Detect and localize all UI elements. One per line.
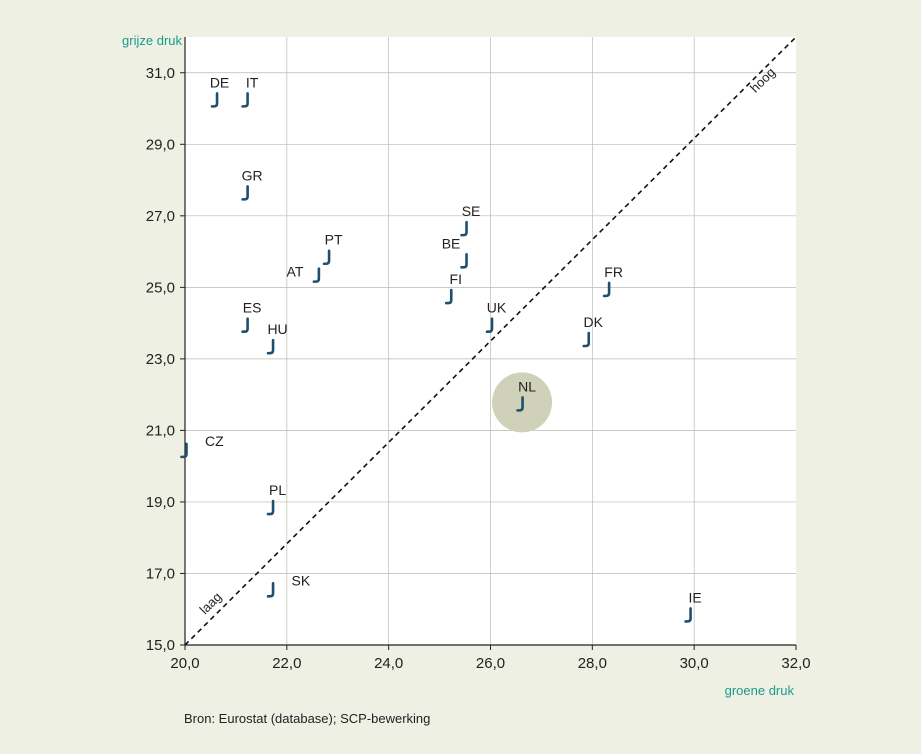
point-label-se: SE [462,203,481,219]
x-tick-label: 24,0 [374,655,403,672]
x-tick-label: 22,0 [272,655,301,672]
y-tick-label: 31,0 [146,65,175,82]
point-label-cz: CZ [205,433,224,449]
data-point-at [312,267,321,283]
point-label-ie: IE [688,589,701,605]
data-point-es [241,317,249,333]
point-label-uk: UK [487,300,507,316]
point-label-at: AT [287,264,304,280]
point-label-nl: NL [518,378,536,394]
data-point-sk [266,582,275,598]
data-point-be [460,253,468,269]
x-tick-label: 28,0 [578,655,607,672]
data-point-cz [180,442,188,459]
y-tick-label: 29,0 [146,136,175,153]
point-label-de: DE [210,74,229,90]
point-label-hu: HU [267,321,287,337]
data-point-dk [582,331,591,348]
point-label-sk: SK [292,572,311,588]
point-label-dk: DK [584,314,604,330]
y-tick-label: 27,0 [146,208,175,225]
y-tick-label: 23,0 [146,351,175,368]
x-tick-label: 26,0 [476,655,505,672]
data-point-de [210,92,219,108]
y-tick-label: 21,0 [146,422,175,439]
point-label-fi: FI [450,271,462,287]
x-tick-label: 30,0 [680,655,709,672]
point-label-es: ES [243,300,262,316]
data-point-pl [266,499,275,516]
point-label-pl: PL [269,482,286,498]
data-point-nl [516,396,524,412]
y-tick-label: 15,0 [146,637,175,654]
data-point-fr [602,281,611,298]
x-axis-title: groene druk [725,683,795,698]
point-label-be: BE [442,235,461,251]
point-label-it: IT [246,74,259,90]
data-point-it [241,92,249,108]
y-tick-label: 17,0 [146,565,175,582]
data-point-hu [266,338,275,355]
source-note: Bron: Eurostat (database); SCP-bewerking [184,711,431,726]
y-axis-title: grijze druk [122,33,182,48]
point-label-pt: PT [325,232,343,248]
data-point-pt [322,249,331,266]
point-label-gr: GR [242,167,263,183]
data-point-uk [485,317,494,333]
y-tick-label: 19,0 [146,494,175,511]
data-point-fi [444,288,453,305]
data-point-se [460,220,468,237]
data-point-ie [684,607,692,623]
y-tick-label: 25,0 [146,279,175,296]
point-label-fr: FR [604,264,623,280]
x-tick-label: 32,0 [781,655,810,672]
x-tick-label: 20,0 [170,655,199,672]
data-point-gr [241,185,249,201]
